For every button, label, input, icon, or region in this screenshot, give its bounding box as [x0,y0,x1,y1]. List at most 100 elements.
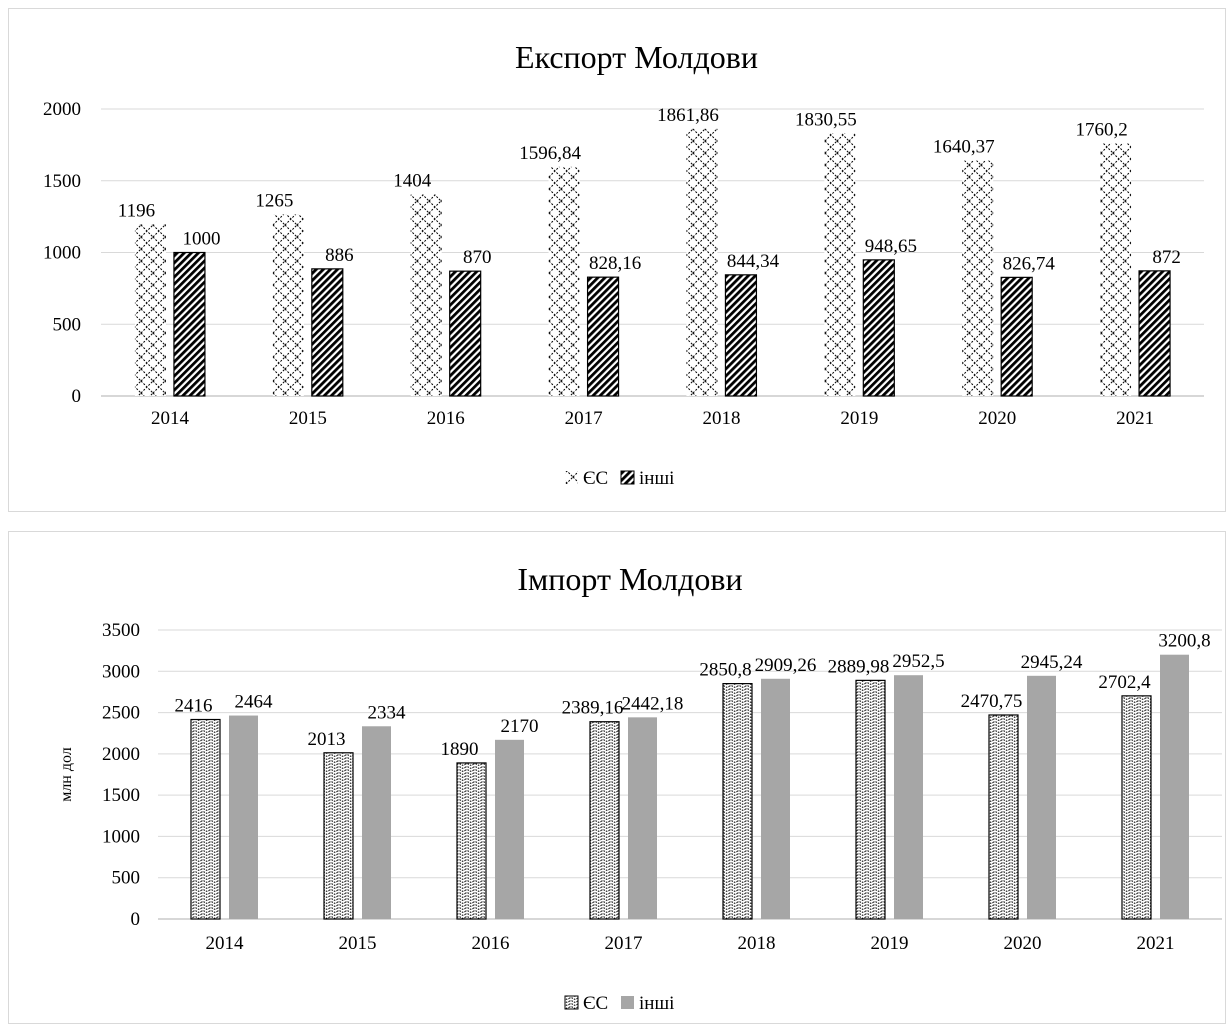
export-bar-other [586,276,620,397]
export-bar-eu [410,194,442,396]
export-data-label: 828,16 [589,253,641,274]
export-x-tick-label: 2016 [427,408,465,429]
import-data-label: 2470,75 [961,691,1023,712]
import-y-tick-label: 2500 [102,703,140,724]
import-y-tick-label: 3500 [102,620,140,641]
export-data-label: 1404 [393,171,432,192]
import-data-label: 2013 [308,729,346,750]
export-y-tick-label: 1000 [43,243,81,264]
export-bar-eu [548,166,580,396]
export-y-tick-label: 1500 [43,171,81,192]
export-x-tick-label: 2018 [702,408,740,429]
import-y-tick-label: 0 [131,909,141,930]
import-data-label: 2464 [235,692,274,713]
import-chart: Імпорт Молдови 0 500 1000 1500 2000 2500 3000 35… [8,531,1226,1024]
import-data-label: 2702,4 [1098,672,1151,693]
export-data-label: 1760,2 [1075,119,1127,140]
export-data-label: 948,65 [865,236,917,257]
export-bar-other [1000,276,1033,397]
import-data-label: 2170 [501,716,539,737]
export-data-label: 1830,55 [795,109,857,130]
import-bar-other [1027,675,1056,919]
export-bar-other [724,274,758,397]
export-data-label: 826,74 [1003,253,1056,274]
import-x-tick-label: 2015 [339,933,377,954]
import-legend-label: ЄС [583,993,608,1014]
import-bar-other [229,715,258,919]
import-y-tick-label: 2000 [102,744,140,765]
import-bar-eu [1121,695,1152,920]
import-x-tick-label: 2021 [1137,933,1175,954]
import-data-label: 2952,5 [892,651,944,672]
import-data-label: 2945,24 [1021,652,1083,673]
import-data-label: 2334 [368,702,407,723]
export-bar-eu [686,128,718,396]
export-bar-other [311,268,344,397]
import-data-label: 2416 [175,696,213,717]
export-x-tick-label: 2015 [289,408,327,429]
import-legend-label: інші [639,993,674,1014]
import-data-label: 2850,8 [699,660,751,681]
export-data-label: 1861,86 [657,105,719,126]
import-bar-other [628,717,657,919]
export-bar-other [449,270,482,397]
import-bar-eu [722,683,753,920]
export-data-label: 1640,37 [933,137,995,158]
import-data-label: 2909,26 [755,655,817,676]
export-bar-eu [272,214,304,396]
import-bar-eu [855,679,886,920]
export-data-label: 1265 [255,190,293,211]
export-bar-eu [134,224,166,396]
import-bar-other [894,675,923,919]
import-bar-other [495,739,524,919]
export-title: Експорт Молдови [515,39,758,75]
export-chart: Експорт Молдови 0 500 1000 1500 2000 1196 1000 2… [8,8,1226,512]
export-legend-swatch [620,470,635,485]
import-bar-eu [988,714,1019,920]
export-chart-svg: Експорт Молдови 0 500 1000 1500 2000 1196 1000 2… [43,39,1204,489]
import-chart-svg: Імпорт Молдови 0 500 1000 1500 2000 2500 3000 35… [58,561,1222,1014]
export-legend: ЄС інші [565,468,674,489]
export-legend-label: ЄС [583,468,608,489]
export-data-label: 844,34 [727,251,780,272]
export-bar-other [173,251,206,397]
import-bar-other [761,678,790,919]
export-x-tick-label: 2019 [840,408,878,429]
export-data-label: 1000 [182,229,220,250]
import-data-label: 3200,8 [1158,631,1210,652]
import-data-label: 2442,18 [622,693,684,714]
import-x-tick-label: 2017 [605,933,643,954]
import-y-tick-label: 1000 [102,826,140,847]
import-legend-swatch [564,995,579,1010]
import-y-tick-label: 500 [112,868,141,889]
export-x-tick-label: 2017 [565,408,603,429]
import-data-label: 2389,16 [562,698,624,719]
import-y-tick-label: 1500 [102,785,140,806]
export-y-tick-label: 0 [72,386,82,407]
export-y-tick-label: 2000 [43,99,81,120]
import-bar-other [1160,654,1189,919]
export-data-label: 870 [463,247,492,268]
export-data-label: 886 [325,245,354,266]
export-bar-eu [824,133,856,396]
import-data-label: 2889,98 [828,656,890,677]
export-data-label: 1596,84 [519,143,581,164]
import-x-tick-label: 2019 [871,933,909,954]
import-x-tick-label: 2020 [1004,933,1042,954]
import-x-tick-label: 2014 [206,933,245,954]
import-x-tick-label: 2016 [472,933,510,954]
import-x-tick-label: 2018 [738,933,776,954]
import-legend: ЄС інші [564,993,674,1014]
import-bar-eu [589,721,620,920]
export-x-tick-label: 2020 [978,408,1016,429]
import-data-label: 1890 [441,739,479,760]
export-x-tick-label: 2021 [1116,408,1154,429]
import-y-tick-label: 3000 [102,661,140,682]
export-bar-eu [1100,143,1132,396]
export-x-tick-label: 2014 [151,408,190,429]
import-bar-eu [323,752,354,920]
export-bar-other [1138,270,1171,397]
import-bar-eu [190,718,221,920]
import-y-axis-title: млн дол [58,747,75,802]
export-legend-label: інші [639,468,674,489]
